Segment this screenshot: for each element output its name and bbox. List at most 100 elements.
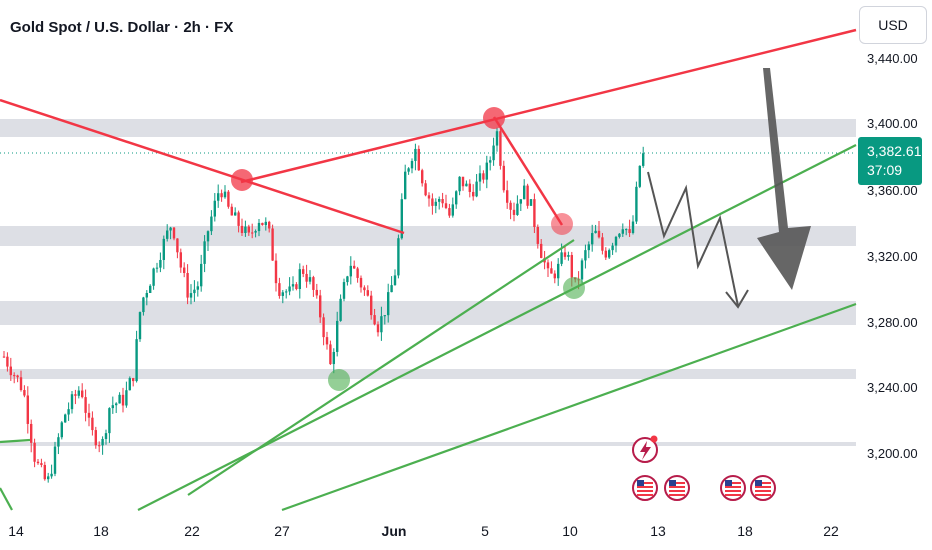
candle-body [625, 229, 628, 231]
candle-body [628, 229, 631, 234]
candle-body [257, 222, 261, 232]
candle-body [322, 317, 325, 338]
date-tick-label: 18 [737, 523, 753, 539]
candle-body [33, 442, 36, 462]
candle-body [81, 390, 84, 398]
candle-body [111, 405, 114, 409]
candle-body [271, 228, 274, 261]
candle-body [550, 268, 553, 274]
candle-body [312, 277, 315, 290]
candle-body [516, 203, 519, 215]
candle-body [94, 430, 97, 446]
candle-body [489, 160, 492, 163]
candle-body [451, 204, 454, 216]
candle-body [6, 356, 9, 367]
candle-body [421, 170, 424, 184]
support-trendline-main [137, 144, 857, 511]
resistance-trendline-descending [0, 98, 405, 235]
candle-body [387, 292, 390, 316]
candle-body [179, 252, 182, 268]
pivot-low-marker [328, 369, 350, 391]
candle-body [404, 171, 407, 200]
currency-button[interactable]: USD [859, 6, 927, 44]
price-axis[interactable]: 3,440.00 3,400.00 3,360.00 3,320.00 3,28… [867, 51, 918, 461]
candle-body [77, 390, 80, 396]
zone-3400 [0, 119, 856, 137]
candle-body [376, 324, 380, 333]
candle-body [546, 262, 550, 269]
candle-body [244, 226, 247, 234]
candle-body [237, 212, 240, 226]
price-tick-label: 3,440.00 [867, 51, 918, 66]
candle-body [132, 378, 135, 382]
candle-body [492, 145, 495, 161]
candle-body [468, 183, 471, 192]
candle-body [604, 250, 607, 258]
candle-body [291, 284, 295, 287]
candle-body [438, 199, 441, 202]
time-axis[interactable]: 14 18 22 27 Jun 5 10 13 18 22 [8, 523, 839, 539]
candle-body [30, 423, 33, 443]
candle-body [380, 316, 383, 333]
candle-body [47, 476, 50, 480]
us-flag-icon[interactable] [750, 475, 776, 501]
candle-body [621, 229, 624, 234]
candle-body [319, 295, 322, 318]
candle-body [478, 173, 482, 182]
candle-body [240, 225, 244, 234]
candle-body [339, 298, 342, 321]
candle-body [482, 173, 485, 180]
candle-body [417, 148, 420, 171]
candle-body [125, 390, 128, 406]
support-trendline-short [0, 438, 31, 444]
candle-body [268, 221, 271, 229]
candle-body [540, 243, 543, 258]
flash-event-icon[interactable] [632, 435, 658, 463]
last-price-tag: 3,382.61 37:09 [858, 137, 922, 185]
price-tick-label: 3,200.00 [867, 446, 918, 461]
candle-body [557, 263, 560, 279]
candle-body [594, 230, 597, 234]
candle-body [635, 186, 638, 222]
candle-body [166, 230, 169, 239]
candle-body [611, 245, 614, 251]
candle-body [254, 231, 257, 233]
zone-3328 [0, 226, 856, 246]
event-icons[interactable] [632, 435, 776, 501]
candle-body [50, 473, 53, 477]
pivot-high-marker [551, 213, 573, 235]
us-flag-icon[interactable] [720, 475, 746, 501]
candle-body [74, 394, 77, 396]
candle-body [26, 395, 29, 424]
candle-body [642, 153, 645, 166]
candle-body [631, 221, 635, 234]
candle-body [13, 375, 16, 377]
us-flag-icon[interactable] [664, 475, 690, 501]
candle-body [608, 250, 611, 258]
candle-body [332, 351, 335, 365]
candle-body [234, 212, 237, 216]
date-tick-label: 18 [93, 523, 109, 539]
date-tick-label: 10 [562, 523, 578, 539]
candle-body [247, 226, 250, 233]
candle-body [70, 394, 74, 410]
candlestick-series [2, 126, 645, 483]
candle-body [210, 216, 213, 232]
candle-body [434, 201, 437, 206]
us-flag-icon[interactable] [632, 475, 658, 501]
zone-3243 [0, 369, 856, 379]
candle-body [281, 292, 284, 296]
candle-body [305, 273, 308, 282]
candle-body [261, 222, 264, 226]
candle-body [274, 260, 278, 284]
candle-body [410, 160, 414, 169]
candle-body [526, 185, 529, 206]
candle-body [91, 417, 94, 431]
candle-body [346, 276, 349, 283]
pivot-high-marker [483, 107, 505, 129]
candle-body [366, 290, 369, 296]
candle-body [506, 190, 509, 203]
candle-body [597, 230, 601, 238]
candle-body [43, 464, 46, 480]
